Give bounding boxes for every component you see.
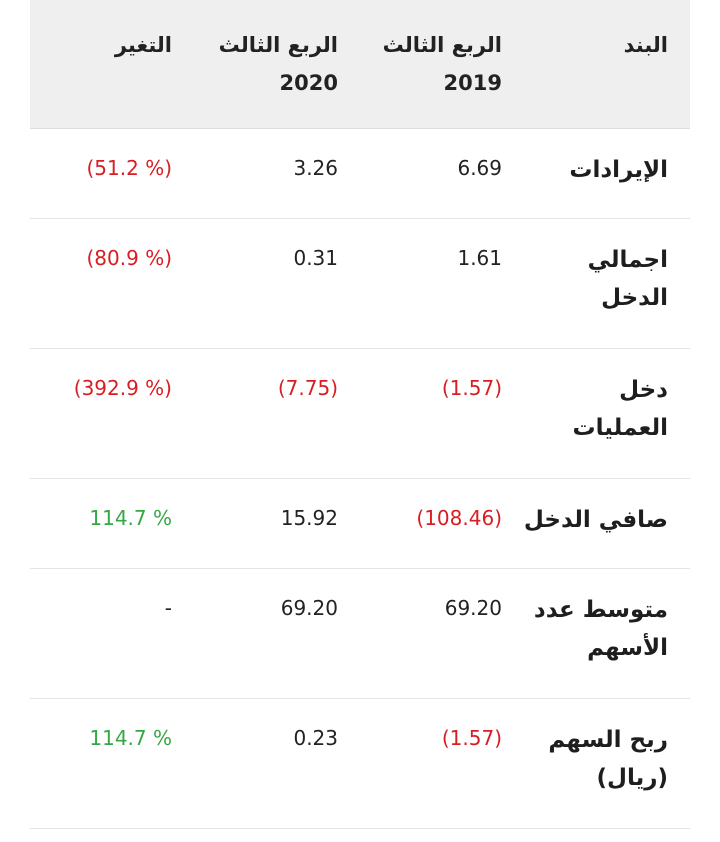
row-item-label: الإيرادات	[569, 151, 668, 189]
cell-change: (51.2 %)	[86, 156, 173, 180]
cell-q3-2020: 0.31	[293, 246, 338, 270]
header-q3-2019: الربع الثالث 2019	[383, 26, 502, 102]
cell-q3-2020: (7.75)	[277, 376, 338, 400]
row-item-label: اجمالي الدخل	[588, 241, 668, 317]
cell-change: -	[164, 596, 172, 620]
header-item-label: البند	[623, 33, 668, 57]
table-row-avg-shares: متوسط عدد الأسهم 69.20 69.20 -	[30, 569, 690, 699]
table-row-gross-income: اجمالي الدخل 1.61 0.31 (80.9 %)	[30, 219, 690, 349]
cell-q3-2020: 15.92	[280, 506, 338, 530]
cell-q3-2019: (1.57)	[441, 726, 502, 750]
cell-q3-2020: 3.26	[293, 156, 338, 180]
table-row-eps: ربح السهم (ريال) (1.57) 0.23 114.7 %	[30, 699, 690, 829]
header-item: البند	[624, 26, 668, 64]
row-item-label: متوسط عدد الأسهم	[534, 591, 668, 667]
row-item-label: صافي الدخل	[524, 501, 668, 539]
header-change-label: التغير	[114, 33, 172, 57]
row-item-line: العمليات	[572, 415, 668, 441]
header-q3-2019-line2: 2019	[443, 71, 502, 95]
row-item-line: اجمالي	[587, 247, 668, 273]
row-item-line: متوسط عدد	[533, 597, 668, 623]
header-change: التغير	[115, 26, 172, 64]
cell-q3-2019: 69.20	[444, 596, 502, 620]
header-q3-2019-line1: الربع الثالث	[382, 33, 502, 57]
cell-q3-2019: (1.57)	[441, 376, 502, 400]
row-item-line: دخل	[619, 377, 668, 403]
cell-q3-2020: 69.20	[280, 596, 338, 620]
cell-q3-2019: (108.46)	[416, 506, 502, 530]
row-item-line: الدخل	[601, 285, 668, 311]
header-q3-2020-line2: 2020	[279, 71, 338, 95]
cell-q3-2019: 1.61	[457, 246, 502, 270]
cell-change: 114.7 %	[89, 506, 172, 530]
row-item-label: دخل العمليات	[573, 371, 668, 447]
table-header: البند الربع الثالث 2019 الربع الثالث 202…	[30, 0, 690, 129]
table-row-operating-income: دخل العمليات (1.57) (7.75) (392.9 %)	[30, 349, 690, 479]
table-row-net-income: صافي الدخل (108.46) 15.92 114.7 %	[30, 479, 690, 569]
cell-change: 114.7 %	[89, 726, 172, 750]
financial-results-table: البند الربع الثالث 2019 الربع الثالث 202…	[30, 0, 690, 829]
row-item-line: صافي الدخل	[523, 507, 668, 533]
header-q3-2020-line1: الربع الثالث	[218, 33, 338, 57]
header-q3-2020: الربع الثالث 2020	[219, 26, 338, 102]
row-item-label: ربح السهم (ريال)	[548, 721, 668, 797]
row-item-line: (ريال)	[596, 765, 669, 791]
row-item-line: الإيرادات	[569, 157, 668, 183]
table-row-revenue: الإيرادات 6.69 3.26 (51.2 %)	[30, 129, 690, 219]
row-item-line: ربح السهم	[548, 727, 668, 753]
cell-q3-2020: 0.23	[293, 726, 338, 750]
row-item-line: الأسهم	[587, 635, 668, 661]
cell-change: (80.9 %)	[86, 246, 173, 270]
cell-change: (392.9 %)	[73, 376, 172, 400]
cell-q3-2019: 6.69	[457, 156, 502, 180]
